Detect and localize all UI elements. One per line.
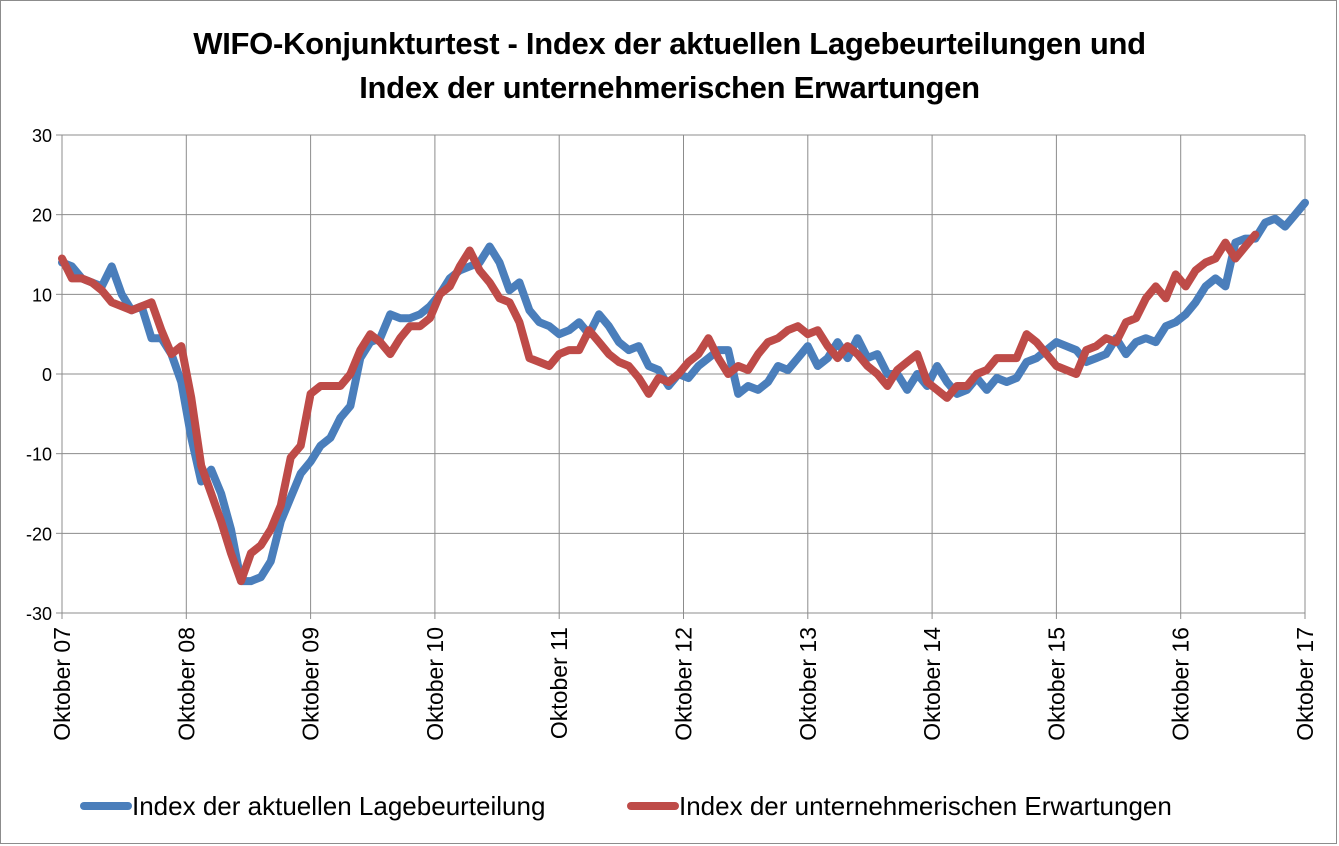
- x-tick-label: Oktober 17: [1292, 627, 1318, 741]
- y-tick-label: 10: [32, 285, 52, 305]
- x-tick-label: Oktober 08: [173, 627, 199, 741]
- y-tick-label: -30: [26, 604, 52, 624]
- legend-item-lagebeurteilung: Index der aktuellen Lagebeurteilung: [80, 786, 545, 826]
- x-tick-label: Oktober 07: [49, 627, 75, 741]
- chart-title-line-2: Index der unternehmerischen Erwartungen: [359, 70, 980, 105]
- series-line-erwartungen: [58, 230, 1260, 586]
- x-tick-label: Oktober 11: [546, 627, 572, 739]
- y-tick-label: -10: [26, 445, 52, 465]
- series-line-lagebeurteilung: [58, 198, 1309, 586]
- x-tick-label: Oktober 12: [671, 627, 697, 741]
- legend-swatch-lagebeurteilung: [80, 802, 132, 810]
- legend: Index der aktuellen Lagebeurteilung Inde…: [0, 786, 1339, 826]
- y-tick-label: -20: [26, 524, 52, 544]
- legend-item-erwartungen: Index der unternehmerischen Erwartungen: [627, 786, 1172, 826]
- x-tick-label: Oktober 09: [298, 627, 324, 741]
- y-tick-label: 0: [42, 365, 52, 385]
- x-tick-label: Oktober 14: [919, 627, 945, 741]
- legend-label-erwartungen: Index der unternehmerischen Erwartungen: [679, 790, 1172, 821]
- y-tick-label: 30: [32, 126, 52, 146]
- legend-swatch-erwartungen: [627, 802, 679, 810]
- x-tick-label: Oktober 10: [422, 627, 448, 741]
- y-tick-label: 20: [32, 206, 52, 226]
- legend-label-lagebeurteilung: Index der aktuellen Lagebeurteilung: [132, 790, 546, 821]
- chart-title: WIFO-Konjunkturtest - Index der aktuelle…: [0, 22, 1339, 110]
- chart-title-line-1: WIFO-Konjunkturtest - Index der aktuelle…: [193, 26, 1146, 61]
- x-tick-label: Oktober 13: [795, 627, 821, 741]
- x-tick-label: Oktober 16: [1168, 627, 1194, 741]
- x-tick-label: Oktober 15: [1043, 627, 1069, 741]
